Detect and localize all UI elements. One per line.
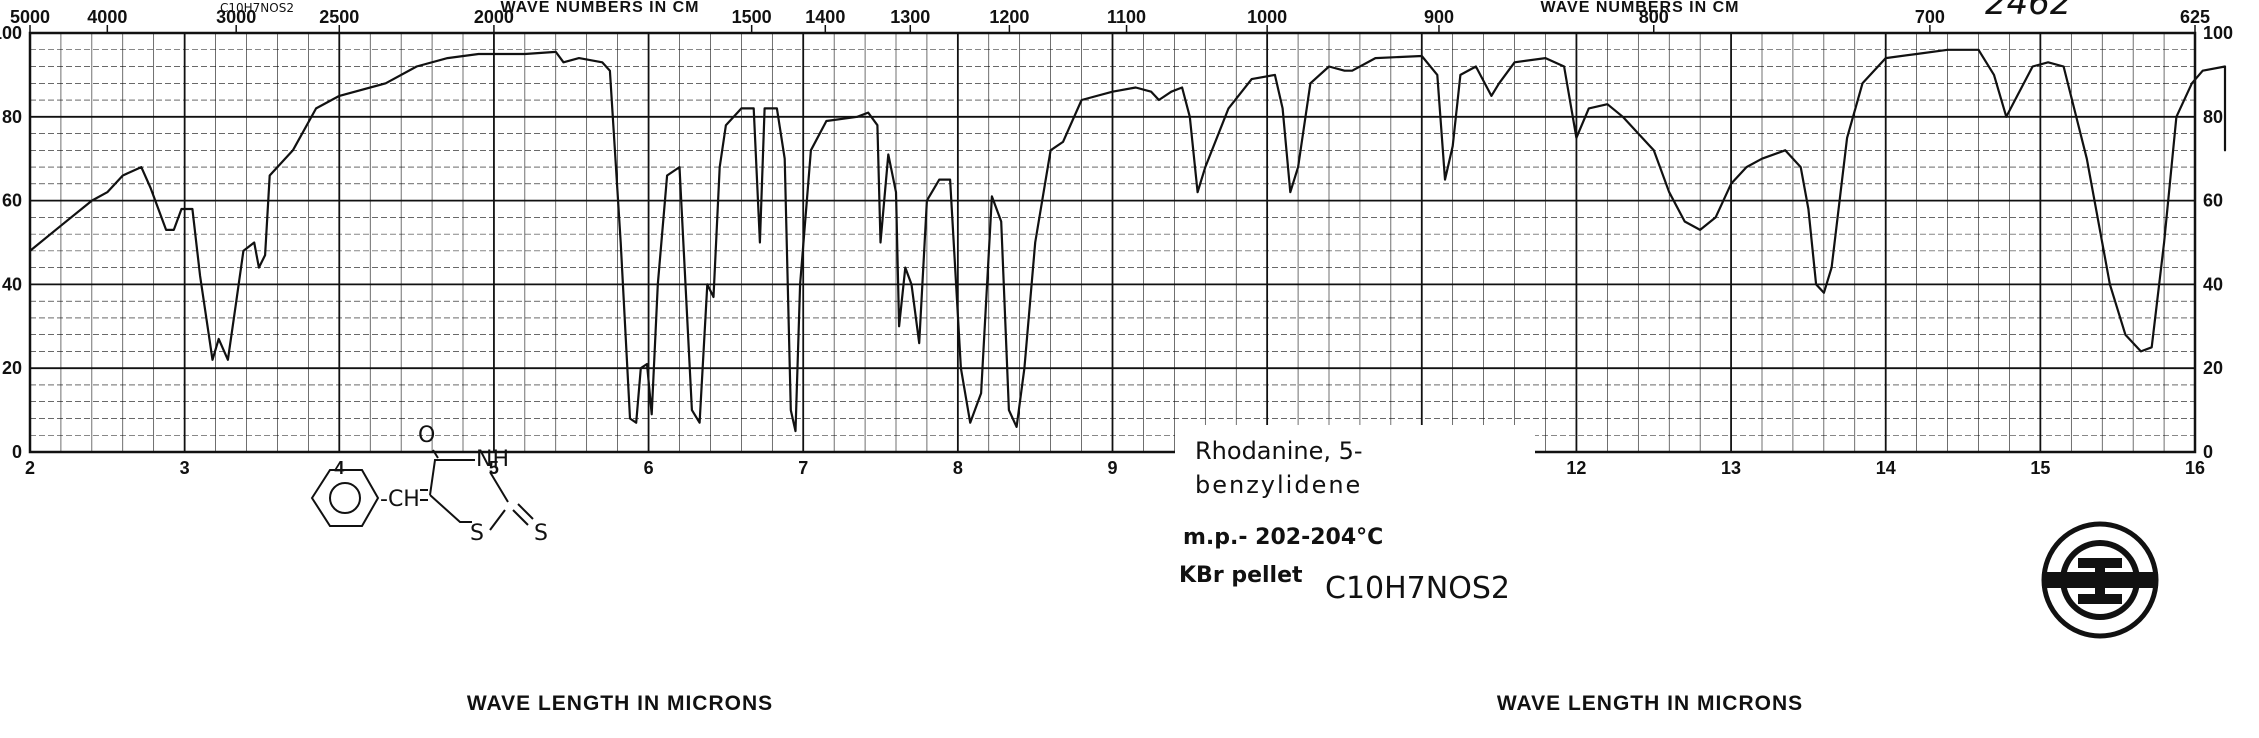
top-axis-title-right: WAVE NUMBERS IN CM — [1540, 0, 1739, 16]
x-tick-label: 12 — [1566, 458, 1586, 478]
x-tick-label: 15 — [2030, 458, 2050, 478]
top-axis-title-left: WAVE NUMBERS IN CM — [500, 0, 699, 16]
x-tick-label: 4 — [334, 458, 344, 478]
x-tick-label: 2 — [25, 458, 35, 478]
tick-labels: 2345678910111213141516020406080100020406… — [0, 7, 2233, 478]
top-tick-label: 800 — [1639, 7, 1669, 27]
plot-border — [28, 31, 2197, 454]
top-tick-label: 625 — [2180, 7, 2210, 27]
benzylidene-rhodanine-structure: -CH O NH S S — [310, 423, 548, 546]
y-tick-label-right: 40 — [2203, 274, 2223, 294]
top-tick-label: 700 — [1915, 7, 1945, 27]
top-tick-label: 1100 — [1107, 7, 1146, 27]
ring-bond-top — [429, 459, 475, 496]
top-tick-label: 2000 — [474, 7, 514, 27]
x-tick-label: 8 — [953, 458, 963, 478]
x-tick-label: 7 — [798, 458, 808, 478]
x-axis-title-right: WAVE LENGTH IN MICRONS — [1497, 692, 1803, 715]
top-tick-label: 3000 — [216, 7, 256, 27]
spectrum-trace — [29, 48, 2227, 433]
top-tick-label: 4000 — [87, 7, 127, 27]
y-tick-label-left: 40 — [2, 274, 22, 294]
y-tick-label-right: 0 — [2203, 442, 2213, 462]
struct-o-label: O — [418, 423, 435, 448]
x-tick-label: 13 — [1721, 458, 1741, 478]
top-tick-label: 1400 — [805, 7, 845, 27]
top-tick-label: 900 — [1424, 7, 1454, 27]
top-tick-label: 5000 — [10, 7, 50, 27]
sample-note: Rhodanine, 5- benzylidene m.p.- 202-204°… — [1175, 425, 1535, 635]
melting-point: m.p.- 202-204°C — [1183, 525, 1384, 550]
top-tick-label: 1300 — [890, 7, 930, 27]
struct-ch-label: -CH — [380, 487, 420, 512]
struct-nh-label: NH — [476, 447, 509, 472]
y-tick-label-left: 80 — [2, 107, 22, 127]
struct-s2-label: S — [534, 521, 548, 546]
x-tick-label: 16 — [2185, 458, 2205, 478]
x-tick-label: 3 — [180, 458, 190, 478]
x-tick-label: 6 — [644, 458, 654, 478]
y-tick-label-right: 100 — [2203, 23, 2233, 43]
y-tick-label-right: 80 — [2203, 107, 2223, 127]
y-tick-label-right: 20 — [2203, 358, 2223, 378]
x-tick-label: 14 — [1876, 458, 1896, 478]
y-tick-label-right: 60 — [2203, 191, 2223, 211]
top-tick-label: 1200 — [989, 7, 1029, 27]
compound-name-line1: Rhodanine, 5- — [1195, 437, 1363, 465]
y-tick-label-left: 20 — [2, 358, 22, 378]
top-tick-label: 1000 — [1247, 7, 1287, 27]
compound-name-line2: benzylidene — [1195, 471, 1363, 499]
x-tick-label: 9 — [1107, 458, 1117, 478]
formula-top-label: C10H7NOS2 — [220, 1, 294, 15]
sample-prep: KBr pellet — [1179, 563, 1303, 588]
molecular-formula: C10H7NOS2 — [1325, 571, 1510, 606]
grid — [29, 32, 2196, 453]
y-tick-label-left: 0 — [12, 442, 22, 462]
x-axis-title-left: WAVE LENGTH IN MICRONS — [467, 692, 773, 715]
aromatic-circle — [329, 482, 361, 514]
lab-seal-logo — [2041, 521, 2159, 639]
benzene-ring — [310, 469, 380, 527]
plot-frame — [28, 31, 2197, 454]
x-tick-label: 5 — [489, 458, 499, 478]
spectrum-number: 2462 — [1985, 0, 2072, 23]
top-tick-label: 2500 — [319, 7, 359, 27]
struct-s1-label: S — [470, 521, 484, 546]
y-tick-label-left: 60 — [2, 191, 22, 211]
top-tick-label: 1500 — [732, 7, 772, 27]
y-tick-label-left: 100 — [0, 23, 22, 43]
